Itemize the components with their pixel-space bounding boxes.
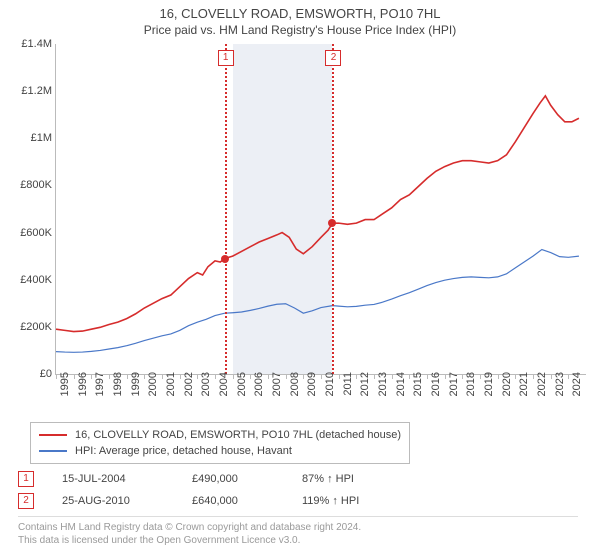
x-tick-label: 2005 (236, 372, 248, 412)
x-tick-label: 1999 (130, 372, 142, 412)
series-line-0 (56, 96, 579, 332)
footer-line2: This data is licensed under the Open Gov… (18, 534, 578, 547)
legend-swatch-series1 (39, 434, 67, 436)
x-tick-label: 2002 (183, 372, 195, 412)
marker-box-2: 2 (325, 50, 341, 66)
footer: Contains HM Land Registry data © Crown c… (18, 516, 578, 547)
y-tick-label: £1.4M (6, 38, 52, 50)
x-tick-label: 2022 (536, 372, 548, 412)
y-tick-label: £400K (6, 274, 52, 286)
y-tick-label: £1.2M (6, 85, 52, 97)
y-tick-label: £600K (6, 227, 52, 239)
chart-container: 16, CLOVELLY ROAD, EMSWORTH, PO10 7HL Pr… (0, 0, 600, 560)
trade-row-1: 1 15-JUL-2004 £490,000 87% ↑ HPI (18, 468, 412, 490)
x-tick-label: 2017 (448, 372, 460, 412)
x-tick-label: 2023 (554, 372, 566, 412)
trade-date-2: 25-AUG-2010 (62, 495, 192, 507)
x-tick-label: 2003 (200, 372, 212, 412)
x-tick-label: 2015 (412, 372, 424, 412)
x-tick-label: 1997 (94, 372, 106, 412)
y-tick-label: £800K (6, 179, 52, 191)
chart-title: 16, CLOVELLY ROAD, EMSWORTH, PO10 7HL (0, 0, 600, 21)
x-tick-label: 2007 (271, 372, 283, 412)
legend-label-series2: HPI: Average price, detached house, Hava… (75, 445, 292, 457)
footer-line1: Contains HM Land Registry data © Crown c… (18, 521, 578, 534)
x-tick-label: 2013 (377, 372, 389, 412)
x-tick-label: 2018 (465, 372, 477, 412)
trade-price-2: £640,000 (192, 495, 302, 507)
y-tick-label: £200K (6, 321, 52, 333)
trade-price-1: £490,000 (192, 473, 302, 485)
legend-box: 16, CLOVELLY ROAD, EMSWORTH, PO10 7HL (d… (30, 422, 410, 464)
y-tick-label: £1M (6, 132, 52, 144)
x-tick-label: 1995 (59, 372, 71, 412)
x-tick-label: 2011 (342, 372, 354, 412)
x-tick-label: 2008 (289, 372, 301, 412)
x-tick-label: 2012 (359, 372, 371, 412)
x-tick-label: 2019 (483, 372, 495, 412)
trade-date-1: 15-JUL-2004 (62, 473, 192, 485)
series-line-1 (56, 250, 579, 353)
legend-item-series2: HPI: Average price, detached house, Hava… (39, 443, 401, 459)
trade-table: 1 15-JUL-2004 £490,000 87% ↑ HPI 2 25-AU… (18, 468, 412, 512)
marker-line-2 (332, 44, 334, 374)
marker-line-1 (225, 44, 227, 374)
x-tick-label: 2001 (165, 372, 177, 412)
x-tick-label: 2024 (571, 372, 583, 412)
trade-hpi-2: 119% ↑ HPI (302, 495, 412, 507)
x-tick-label: 2014 (395, 372, 407, 412)
trade-marker-box-2: 2 (18, 493, 34, 509)
trade-hpi-1: 87% ↑ HPI (302, 473, 412, 485)
y-tick-label: £0 (6, 368, 52, 380)
x-tick-label: 2020 (501, 372, 513, 412)
marker-dot-1 (221, 255, 229, 263)
legend-label-series1: 16, CLOVELLY ROAD, EMSWORTH, PO10 7HL (d… (75, 429, 401, 441)
trade-marker-box-1: 1 (18, 471, 34, 487)
x-tick-label: 1996 (77, 372, 89, 412)
chart-subtitle: Price paid vs. HM Land Registry's House … (0, 21, 600, 37)
legend-swatch-series2 (39, 450, 67, 452)
marker-dot-2 (328, 219, 336, 227)
x-tick-label: 2016 (430, 372, 442, 412)
plot-area: 12 (55, 44, 586, 375)
x-tick-label: 2010 (324, 372, 336, 412)
x-tick-label: 1998 (112, 372, 124, 412)
legend-item-series1: 16, CLOVELLY ROAD, EMSWORTH, PO10 7HL (d… (39, 427, 401, 443)
x-tick-label: 2000 (147, 372, 159, 412)
trade-row-2: 2 25-AUG-2010 £640,000 119% ↑ HPI (18, 490, 412, 512)
x-tick-label: 2009 (306, 372, 318, 412)
x-tick-label: 2004 (218, 372, 230, 412)
x-tick-label: 2006 (253, 372, 265, 412)
x-tick-label: 2021 (518, 372, 530, 412)
chart-svg (56, 44, 586, 374)
marker-box-1: 1 (218, 50, 234, 66)
